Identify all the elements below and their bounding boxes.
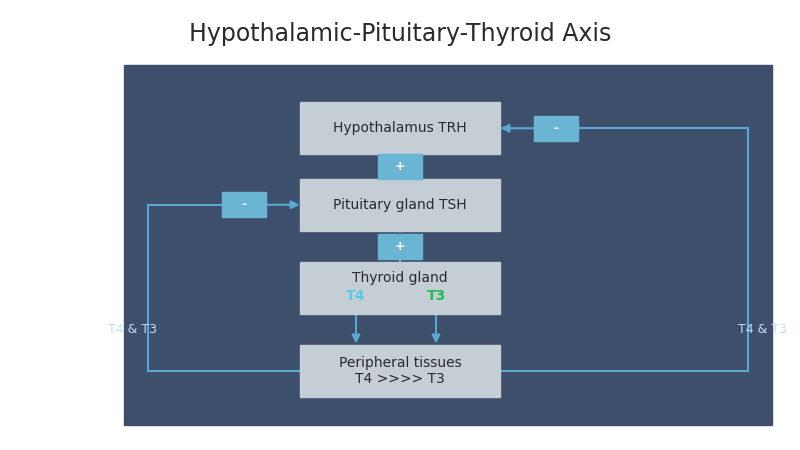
FancyBboxPatch shape bbox=[300, 262, 500, 314]
FancyBboxPatch shape bbox=[300, 103, 500, 154]
FancyBboxPatch shape bbox=[300, 179, 500, 230]
FancyBboxPatch shape bbox=[124, 65, 772, 425]
Text: T4 & T3: T4 & T3 bbox=[738, 323, 787, 336]
FancyBboxPatch shape bbox=[300, 346, 500, 397]
Text: Hypothalamic-Pituitary-Thyroid Axis: Hypothalamic-Pituitary-Thyroid Axis bbox=[189, 22, 611, 46]
FancyBboxPatch shape bbox=[378, 234, 422, 259]
Text: -: - bbox=[554, 122, 558, 135]
Text: +: + bbox=[394, 240, 406, 253]
Text: -: - bbox=[242, 198, 246, 211]
Text: Pituitary gland TSH: Pituitary gland TSH bbox=[333, 198, 467, 212]
Text: T4 & T3: T4 & T3 bbox=[107, 323, 157, 336]
FancyBboxPatch shape bbox=[378, 154, 422, 179]
FancyBboxPatch shape bbox=[222, 192, 266, 217]
Text: T4: T4 bbox=[346, 289, 366, 303]
Text: Hypothalamus TRH: Hypothalamus TRH bbox=[333, 121, 467, 135]
Text: Thyroid gland: Thyroid gland bbox=[352, 271, 448, 285]
Text: T3: T3 bbox=[426, 289, 446, 303]
Text: Peripheral tissues
T4 >>>> T3: Peripheral tissues T4 >>>> T3 bbox=[338, 356, 462, 387]
Text: +: + bbox=[394, 160, 406, 173]
FancyBboxPatch shape bbox=[534, 116, 578, 141]
